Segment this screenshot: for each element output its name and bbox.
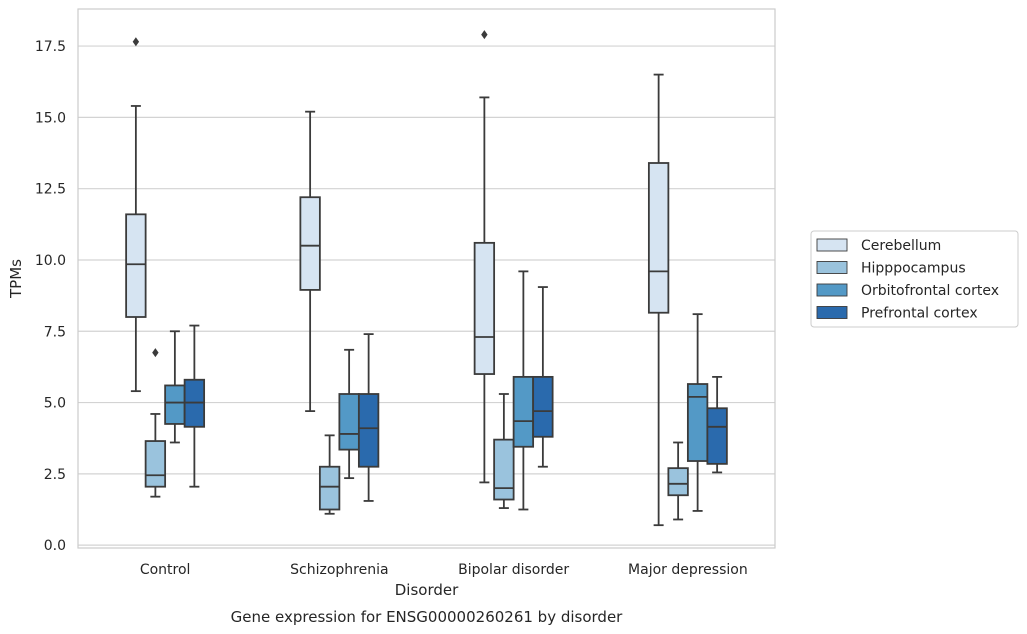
box <box>512 375 535 448</box>
legend-label: Hipppocampus <box>861 261 966 277</box>
box <box>686 383 709 462</box>
box <box>144 440 167 488</box>
box <box>647 162 670 314</box>
y-tick-label: 17.5 <box>35 39 66 55</box>
box <box>706 407 728 465</box>
legend-label: Cerebellum <box>861 238 941 254</box>
y-axis-label: TPMs <box>7 259 25 299</box>
x-tick-label: Major depression <box>628 562 748 578</box>
box <box>473 241 496 375</box>
box <box>338 393 360 451</box>
legend: Cerebellum Hipppocampus Orbitofrontal cort… <box>810 230 1019 328</box>
y-tick-label: 0.0 <box>44 538 66 554</box>
outlier-point <box>152 348 159 358</box>
x-tick-label: Bipolar disorder <box>458 562 569 578</box>
box <box>493 438 515 501</box>
y-tick-label: 12.5 <box>35 182 66 198</box>
legend-label: Orbitofrontal cortex <box>861 283 999 299</box>
outlier-point <box>132 37 140 47</box>
x-axis-label: Disorder <box>395 581 459 599</box>
y-tick-label: 5.0 <box>44 396 66 412</box>
figure-caption: Gene expression for ENSG00000260261 by d… <box>231 608 624 626</box>
box <box>318 465 341 511</box>
y-tick-labels: 0.0 2.5 5.0 7.5 10.0 12.5 15.0 17.5 <box>35 39 66 554</box>
y-tick-label: 10.0 <box>35 253 66 269</box>
legend-swatch <box>816 238 848 252</box>
x-tick-labels: Control Schizophrenia Bipolar disorder Majo… <box>140 562 748 578</box>
legend-swatch <box>816 261 848 274</box>
legend-swatch <box>816 283 848 297</box>
box <box>164 384 186 425</box>
box <box>667 467 689 497</box>
x-tick-label: Schizophrenia <box>290 562 388 578</box>
x-tick-label: Control <box>140 562 191 578</box>
box <box>357 393 380 468</box>
plot-frame <box>77 8 776 549</box>
box <box>532 375 554 438</box>
box-plot-area <box>125 30 728 527</box>
legend-frame <box>810 230 1019 328</box>
y-tick-label: 15.0 <box>35 110 66 126</box>
y-tick-label: 7.5 <box>44 324 66 340</box>
legend-swatch <box>816 306 848 319</box>
y-tick-label: 2.5 <box>44 467 66 483</box>
box <box>299 196 321 291</box>
box <box>125 213 147 318</box>
outlier-point <box>481 30 488 40</box>
legend-label: Prefrontal cortex <box>861 306 978 322</box>
